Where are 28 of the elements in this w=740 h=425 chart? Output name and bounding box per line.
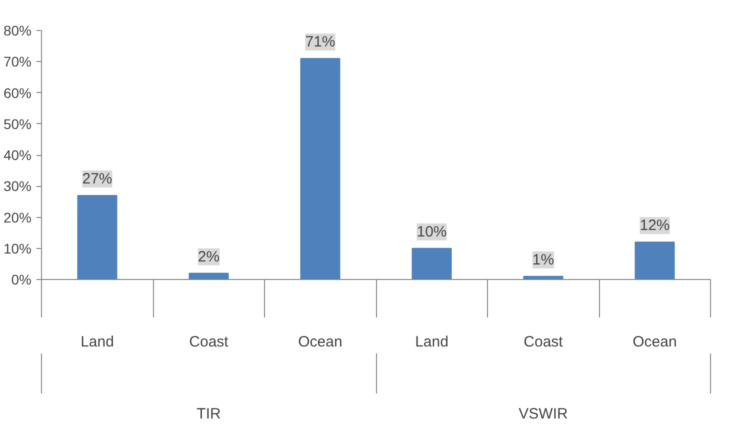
y-tick-label: 10% [3, 240, 32, 256]
bar [412, 248, 452, 280]
data-label: 2% [198, 248, 220, 266]
y-tick-label: 20% [3, 209, 32, 226]
x-tick-label: Land [415, 334, 448, 350]
y-tick-label: 60% [3, 84, 32, 101]
bar [77, 194, 118, 280]
y-tick-label: 80% [3, 22, 32, 38]
bar [188, 272, 229, 280]
x-tick-label: Ocean [298, 334, 342, 350]
y-tick-label: 50% [3, 116, 32, 132]
text: VSWIR [518, 406, 568, 422]
data-label: 10% [416, 223, 447, 240]
text: TIR [196, 406, 221, 422]
x-tick-label: Land [80, 334, 114, 350]
y-tick-label: 70% [3, 54, 32, 70]
data-label: 12% [640, 217, 670, 234]
y-tick-label: 30% [3, 178, 32, 194]
data-label: 71% [305, 34, 336, 51]
data-label: 1% [532, 251, 554, 268]
x-tick-label: Ocean [632, 334, 677, 350]
x-tick-label: Coast [189, 334, 230, 350]
bar [634, 242, 675, 280]
y-tick-label: 0% [11, 272, 32, 288]
data-label: 27% [82, 170, 112, 188]
bar [300, 58, 340, 280]
y-tick-label: 40% [3, 147, 32, 163]
x-tick-label: Coast [524, 334, 564, 350]
